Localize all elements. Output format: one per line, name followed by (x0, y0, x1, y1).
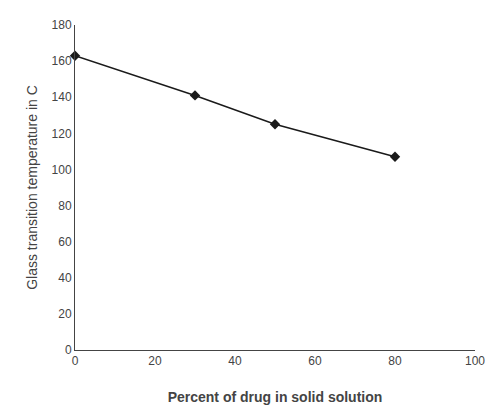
svg-text:180: 180 (52, 18, 72, 32)
svg-text:100: 100 (52, 163, 72, 177)
svg-text:80: 80 (58, 199, 72, 213)
svg-text:40: 40 (228, 354, 242, 368)
svg-text:60: 60 (58, 235, 72, 249)
svg-text:120: 120 (52, 127, 72, 141)
svg-text:100: 100 (465, 354, 485, 368)
svg-text:40: 40 (58, 271, 72, 285)
svg-text:20: 20 (58, 307, 72, 321)
svg-text:60: 60 (308, 354, 322, 368)
svg-text:Glass transition temperature i: Glass transition temperature in C (24, 85, 40, 290)
svg-text:20: 20 (148, 354, 162, 368)
svg-text:80: 80 (388, 354, 402, 368)
svg-text:160: 160 (52, 54, 72, 68)
svg-text:0: 0 (65, 343, 72, 357)
svg-text:Percent of drug in solid solut: Percent of drug in solid solution (168, 389, 383, 405)
svg-text:0: 0 (72, 354, 79, 368)
svg-text:140: 140 (52, 90, 72, 104)
